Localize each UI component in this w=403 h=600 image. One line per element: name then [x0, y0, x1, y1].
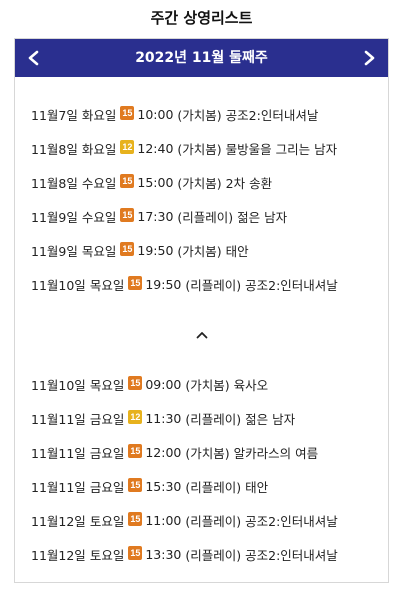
screening-date: 11월10일 — [31, 277, 86, 293]
film-title: 공조2:인터내셔날 — [245, 547, 338, 563]
film-title: 공조2:인터내셔날 — [245, 277, 338, 293]
screening-day: 토요일 — [89, 547, 125, 563]
chevron-up-icon — [196, 332, 207, 339]
screening-time: 10:00 — [137, 106, 174, 122]
screening-type: (리플레이) — [185, 479, 242, 495]
film-title: 육사오 — [233, 377, 269, 393]
age-rating-badge: 15 — [128, 276, 143, 290]
screening-time: 13:30 — [145, 546, 182, 562]
schedule-item[interactable]: 11월11일 금요일 12 11:30 (리플레이) 젊은 남자 — [31, 401, 380, 435]
age-rating-badge: 15 — [120, 208, 135, 222]
screening-time: 12:40 — [137, 140, 174, 156]
age-rating-badge: 15 — [128, 478, 143, 492]
screening-type: (가치봄) — [177, 107, 222, 123]
chevron-right-icon — [364, 50, 375, 66]
screening-day: 금요일 — [89, 445, 125, 461]
age-rating-badge: 12 — [128, 410, 143, 424]
film-title: 공조2:인터내셔날 — [225, 107, 319, 123]
schedule-item[interactable]: 11월8일 화요일 12 12:40 (가치봄) 물방울을 그리는 남자 — [31, 131, 380, 165]
page-title: 주간 상영리스트 — [150, 9, 253, 27]
screening-time: 11:00 — [145, 512, 182, 528]
screening-day: 수요일 — [81, 209, 117, 225]
age-rating-badge: 15 — [120, 106, 135, 120]
film-title: 2차 송환 — [225, 175, 273, 191]
film-title: 공조2:인터내셔날 — [245, 513, 338, 529]
screening-date: 11월8일 — [31, 141, 78, 157]
screening-time: 11:30 — [145, 410, 182, 426]
film-title: 알카라스의 여름 — [233, 445, 319, 461]
screening-type: (가치봄) — [177, 243, 222, 259]
screening-type: (가치봄) — [177, 141, 222, 157]
screening-time: 19:50 — [137, 242, 174, 258]
screening-date: 11월9일 — [31, 209, 78, 225]
screening-time: 09:00 — [145, 376, 182, 392]
week-header: 2022년 11월 둘째주 — [15, 39, 388, 77]
screening-date: 11월12일 — [31, 513, 86, 529]
schedule-item[interactable]: 11월9일 목요일 15 19:50 (가치봄) 태안 — [31, 233, 380, 267]
screening-type: (가치봄) — [185, 377, 230, 393]
screening-type: (리플레이) — [185, 547, 242, 563]
week-label: 2022년 11월 둘째주 — [135, 50, 268, 66]
age-rating-badge: 15 — [120, 242, 135, 256]
age-rating-badge: 12 — [120, 140, 135, 154]
schedule-item[interactable]: 11월7일 화요일 15 10:00 (가치봄) 공조2:인터내셔날 — [31, 97, 380, 131]
screening-date: 11월12일 — [31, 547, 86, 563]
screening-day: 화요일 — [81, 141, 117, 157]
screening-time: 12:00 — [145, 444, 182, 460]
collapse-toggle-button[interactable] — [15, 326, 388, 344]
screening-time: 19:50 — [145, 276, 182, 292]
schedule-item[interactable]: 11월11일 금요일 15 12:00 (가치봄) 알카라스의 여름 — [31, 435, 380, 469]
schedule-list: 11월7일 화요일 15 10:00 (가치봄) 공조2:인터내셔날 11월8일 화요일 12 1… — [31, 97, 380, 301]
screening-day: 수요일 — [81, 175, 117, 191]
screening-time: 17:30 — [137, 208, 174, 224]
schedule-item[interactable]: 11월12일 토요일 15 11:00 (리플레이) 공조2:인터내셔날 — [31, 503, 380, 537]
screening-date: 11월11일 — [31, 445, 86, 461]
age-rating-badge: 15 — [128, 444, 143, 458]
screening-day: 금요일 — [89, 411, 125, 427]
schedule-item[interactable]: 11월9일 수요일 15 17:30 (리플레이) 젊은 남자 — [31, 199, 380, 233]
schedule-item[interactable]: 11월8일 수요일 15 15:00 (가치봄) 2차 송환 — [31, 165, 380, 199]
schedule-item[interactable]: 11월10일 목요일 15 19:50 (리플레이) 공조2:인터내셔날 — [31, 267, 380, 301]
screening-type: (가치봄) — [185, 445, 230, 461]
film-title: 태안 — [245, 479, 269, 495]
screening-date: 11월11일 — [31, 411, 86, 427]
screening-date: 11월10일 — [31, 377, 86, 393]
screening-date: 11월11일 — [31, 479, 86, 495]
screening-type: (가치봄) — [177, 175, 222, 191]
age-rating-badge: 15 — [128, 376, 143, 390]
screening-type: (리플레이) — [185, 411, 242, 427]
age-rating-badge: 15 — [120, 174, 135, 188]
age-rating-badge: 15 — [128, 512, 143, 526]
screening-type: (리플레이) — [185, 513, 242, 529]
schedule-panel: 2022년 11월 둘째주 11월7일 화요일 15 10:00 (가치봄) 공조2:인터… — [14, 38, 389, 583]
screening-date: 11월7일 — [31, 107, 78, 123]
screening-date: 11월9일 — [31, 243, 78, 259]
film-title: 물방울을 그리는 남자 — [225, 141, 338, 157]
prev-week-button[interactable] — [19, 39, 47, 77]
screening-date: 11월8일 — [31, 175, 78, 191]
schedule-item[interactable]: 11월11일 금요일 15 15:30 (리플레이) 태안 — [31, 469, 380, 503]
screening-type: (리플레이) — [177, 209, 234, 225]
schedule-list-more: 11월10일 목요일 15 09:00 (가치봄) 육사오 11월11일 금요일 12 11:30… — [31, 367, 380, 571]
screening-day: 목요일 — [81, 243, 117, 259]
film-title: 태안 — [225, 243, 249, 259]
screening-day: 토요일 — [89, 513, 125, 529]
film-title: 젊은 남자 — [237, 209, 288, 225]
screening-time: 15:30 — [145, 478, 182, 494]
schedule-item[interactable]: 11월10일 목요일 15 09:00 (가치봄) 육사오 — [31, 367, 380, 401]
film-title: 젊은 남자 — [245, 411, 296, 427]
screening-day: 금요일 — [89, 479, 125, 495]
screening-type: (리플레이) — [185, 277, 242, 293]
screening-time: 15:00 — [137, 174, 174, 190]
age-rating-badge: 15 — [128, 546, 143, 560]
screening-day: 목요일 — [89, 277, 125, 293]
schedule-item[interactable]: 11월12일 토요일 15 13:30 (리플레이) 공조2:인터내셔날 — [31, 537, 380, 571]
chevron-left-icon — [28, 50, 39, 66]
next-week-button[interactable] — [356, 39, 384, 77]
screening-day: 목요일 — [89, 377, 125, 393]
screening-day: 화요일 — [81, 107, 117, 123]
